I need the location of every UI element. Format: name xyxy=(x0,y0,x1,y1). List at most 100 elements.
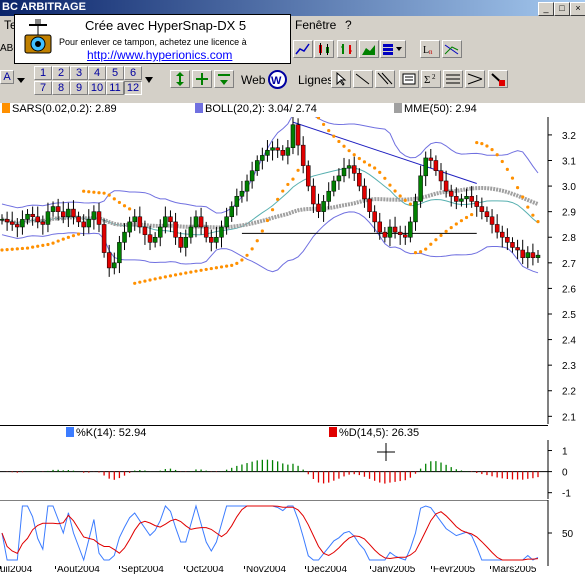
period-button-1[interactable]: 1 xyxy=(34,66,52,80)
period-button-12[interactable]: 12 xyxy=(124,81,142,95)
menu-item-fenetre[interactable]: Fenêtre xyxy=(295,18,337,32)
k-legend[interactable]: %K(14): 52.94 xyxy=(66,427,146,439)
candle-body xyxy=(275,147,280,151)
candle xyxy=(428,148,434,169)
stochastic-legend-bar: %K(14): 52.94 %D(14,5): 26.35 xyxy=(0,425,548,440)
sar-dot xyxy=(153,277,157,281)
sar-dot xyxy=(337,139,341,144)
candle xyxy=(244,174,250,202)
period-button-7[interactable]: 7 xyxy=(34,81,52,95)
svg-text:n: n xyxy=(429,48,433,56)
zoom-out-button[interactable] xyxy=(214,70,234,88)
candle xyxy=(224,207,229,235)
candle xyxy=(280,145,286,161)
period-button-5[interactable]: 5 xyxy=(106,66,124,80)
candle xyxy=(464,188,469,208)
candle-body xyxy=(142,226,148,235)
zoom-vertical-button[interactable] xyxy=(170,70,190,88)
sar-dot xyxy=(490,148,494,152)
line-chart-button[interactable] xyxy=(293,40,313,58)
bar-chart-button[interactable] xyxy=(337,40,357,58)
candle-body xyxy=(438,170,444,182)
period-dropdown-icon[interactable] xyxy=(143,74,155,86)
candle xyxy=(157,219,163,247)
sar-dot xyxy=(526,205,530,209)
area-chart-button[interactable] xyxy=(359,40,379,58)
maximize-button[interactable]: □ xyxy=(554,2,570,16)
chart-type-dropdown[interactable] xyxy=(380,40,406,58)
sar-dot xyxy=(107,193,111,197)
period-button-9[interactable]: 9 xyxy=(70,81,88,95)
stamp-line-1: Crée avec HyperSnap-DX 5 xyxy=(85,18,247,33)
candle-body xyxy=(40,221,46,225)
horizontal-lines-tool-button[interactable] xyxy=(443,70,463,88)
parallel-lines-tool-button[interactable] xyxy=(375,70,395,88)
svg-text:Σ: Σ xyxy=(424,74,430,86)
candle-body xyxy=(209,236,214,243)
text-tool-button[interactable] xyxy=(399,70,419,88)
candle xyxy=(423,151,428,187)
boll-legend[interactable]: BOLL(20,2): 3.04/ 2.74 xyxy=(195,103,317,115)
mme-legend[interactable]: MME(50): 2.94 xyxy=(394,103,477,115)
candle-body xyxy=(505,236,510,243)
dropdown-arrow-icon[interactable] xyxy=(15,76,27,86)
d-legend[interactable]: %D(14,5): 26.35 xyxy=(329,427,419,439)
x-tick xyxy=(431,566,432,569)
candle xyxy=(40,215,46,235)
pointer-tool-button[interactable] xyxy=(331,70,351,88)
fan-tool-button[interactable] xyxy=(465,70,485,88)
sar-dot xyxy=(459,219,464,223)
menu-item-help[interactable]: ? xyxy=(345,18,352,32)
candle-body xyxy=(229,206,234,218)
stamp-link[interactable]: http://www.hyperionics.com xyxy=(87,48,233,62)
a-button[interactable]: A xyxy=(0,70,14,84)
candle-body xyxy=(448,190,454,197)
candle xyxy=(403,225,408,245)
sar-dot xyxy=(357,156,361,161)
sars-legend-text: SARS(0.02,0.2): 2.89 xyxy=(12,103,117,115)
sars-legend[interactable]: SARS(0.02,0.2): 2.89 xyxy=(2,103,117,115)
price-chart[interactable]: 3.2 3.1 3.0 2.9 2.8 2.7 2.6 2.5 2.4 2.3 2.2 2.1 xyxy=(0,117,585,424)
sar-dot xyxy=(0,248,4,252)
period-button-6[interactable]: 6 xyxy=(124,66,142,80)
period-button-8[interactable]: 8 xyxy=(52,81,70,95)
candle-body xyxy=(91,211,97,220)
candle-chart-button[interactable] xyxy=(314,40,334,58)
stochastic-chart[interactable]: 50 xyxy=(0,500,585,566)
candle-body xyxy=(397,231,403,235)
candle-body xyxy=(96,211,102,225)
candle-body xyxy=(45,211,51,225)
candle xyxy=(260,147,265,170)
menu-item-fichier[interactable]: Te xyxy=(4,18,17,32)
sar-dot xyxy=(92,190,96,194)
candle-body xyxy=(76,216,81,223)
candle xyxy=(117,235,122,274)
compare-button[interactable] xyxy=(442,40,462,58)
period-button-11[interactable]: 11 xyxy=(106,81,124,95)
oscillator-histogram-chart[interactable]: 1 0 -1 xyxy=(0,440,585,499)
eraser-tool-button[interactable] xyxy=(488,70,508,88)
period-button-2[interactable]: 2 xyxy=(52,66,70,80)
candle-body xyxy=(9,221,15,225)
close-button[interactable]: × xyxy=(570,2,585,16)
sar-dot xyxy=(225,264,229,268)
candle xyxy=(4,211,10,231)
web-globe-icon[interactable]: W xyxy=(268,70,287,89)
sar-dot xyxy=(20,246,25,251)
candle xyxy=(459,193,464,207)
minimize-button[interactable]: _ xyxy=(538,2,554,16)
sar-dot xyxy=(291,177,295,181)
period-button-4[interactable]: 4 xyxy=(88,66,106,80)
candle xyxy=(336,168,342,190)
trendline-tool-button[interactable] xyxy=(353,70,373,88)
sar-dot xyxy=(316,117,321,120)
symbol-field[interactable]: ABC xyxy=(0,43,21,54)
period-button-10[interactable]: 10 xyxy=(88,81,106,95)
candle-body xyxy=(101,224,107,253)
candle xyxy=(382,227,388,243)
zoom-in-button[interactable] xyxy=(192,70,212,88)
candle-body xyxy=(500,231,505,238)
period-button-3[interactable]: 3 xyxy=(70,66,88,80)
